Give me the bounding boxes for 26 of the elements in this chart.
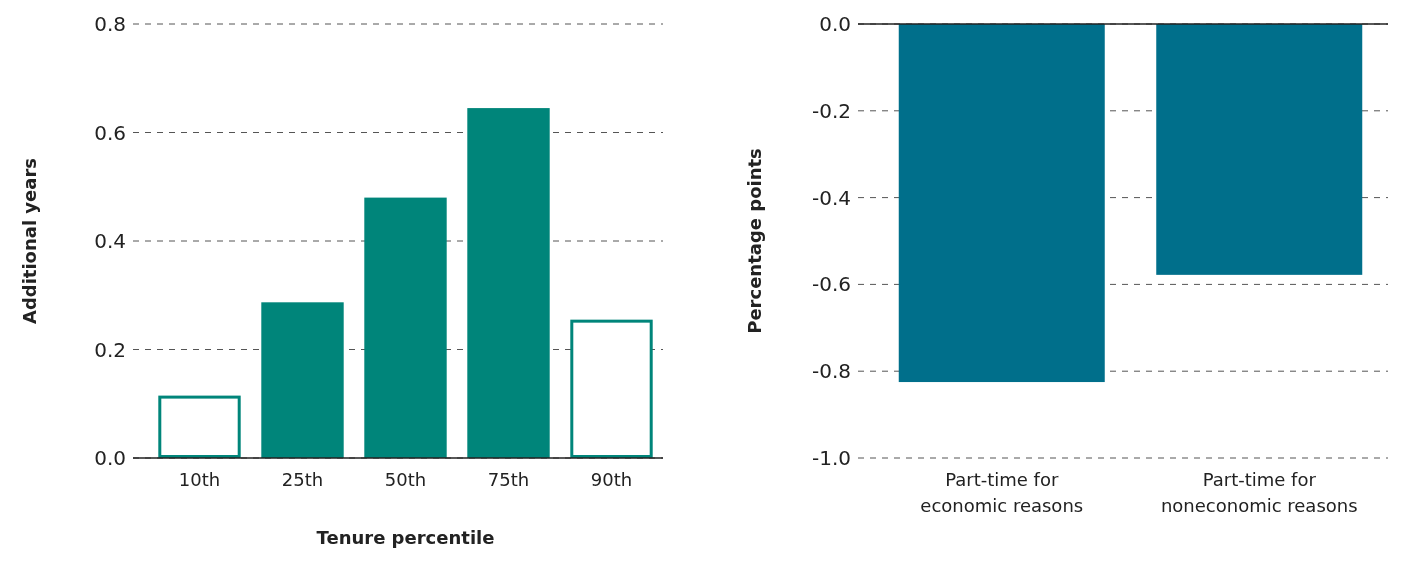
x-tick-label: 10th	[178, 469, 221, 490]
y-tick-label: -0.4	[811, 185, 851, 210]
x-tick-label: Part-time for noneconomic reasons	[1160, 469, 1358, 516]
y-tick-label: -0.8	[811, 359, 851, 384]
bar	[364, 197, 447, 458]
y-tick-label: -1.0	[811, 446, 851, 470]
y-tick-label: -0.2	[811, 98, 851, 123]
bar	[467, 108, 550, 458]
x-tick-label: Part-time for economic reasons	[920, 469, 1084, 516]
y-tick-label: 0.0	[819, 12, 851, 36]
bar	[261, 302, 344, 458]
y-tick-label: 0.4	[94, 229, 126, 253]
bar	[158, 395, 241, 458]
x-tick-label: 75th	[487, 469, 530, 490]
y-tick-label: 0.2	[94, 337, 126, 362]
y-tick-label: 0.8	[94, 12, 126, 36]
x-axis-title: Tenure percentile	[316, 527, 495, 548]
x-tick-label: 90th	[590, 469, 633, 490]
y-tick-label: 0.0	[94, 446, 126, 470]
y-tick-label: -0.6	[811, 272, 851, 297]
y-tick-label: 0.6	[94, 120, 126, 145]
y-axis-title: Percentage points	[744, 148, 765, 334]
bar	[570, 319, 653, 458]
y-axis-title: Additional years	[19, 157, 40, 325]
x-tick-label: 25th	[281, 469, 324, 490]
x-tick-label: 50th	[384, 469, 427, 490]
